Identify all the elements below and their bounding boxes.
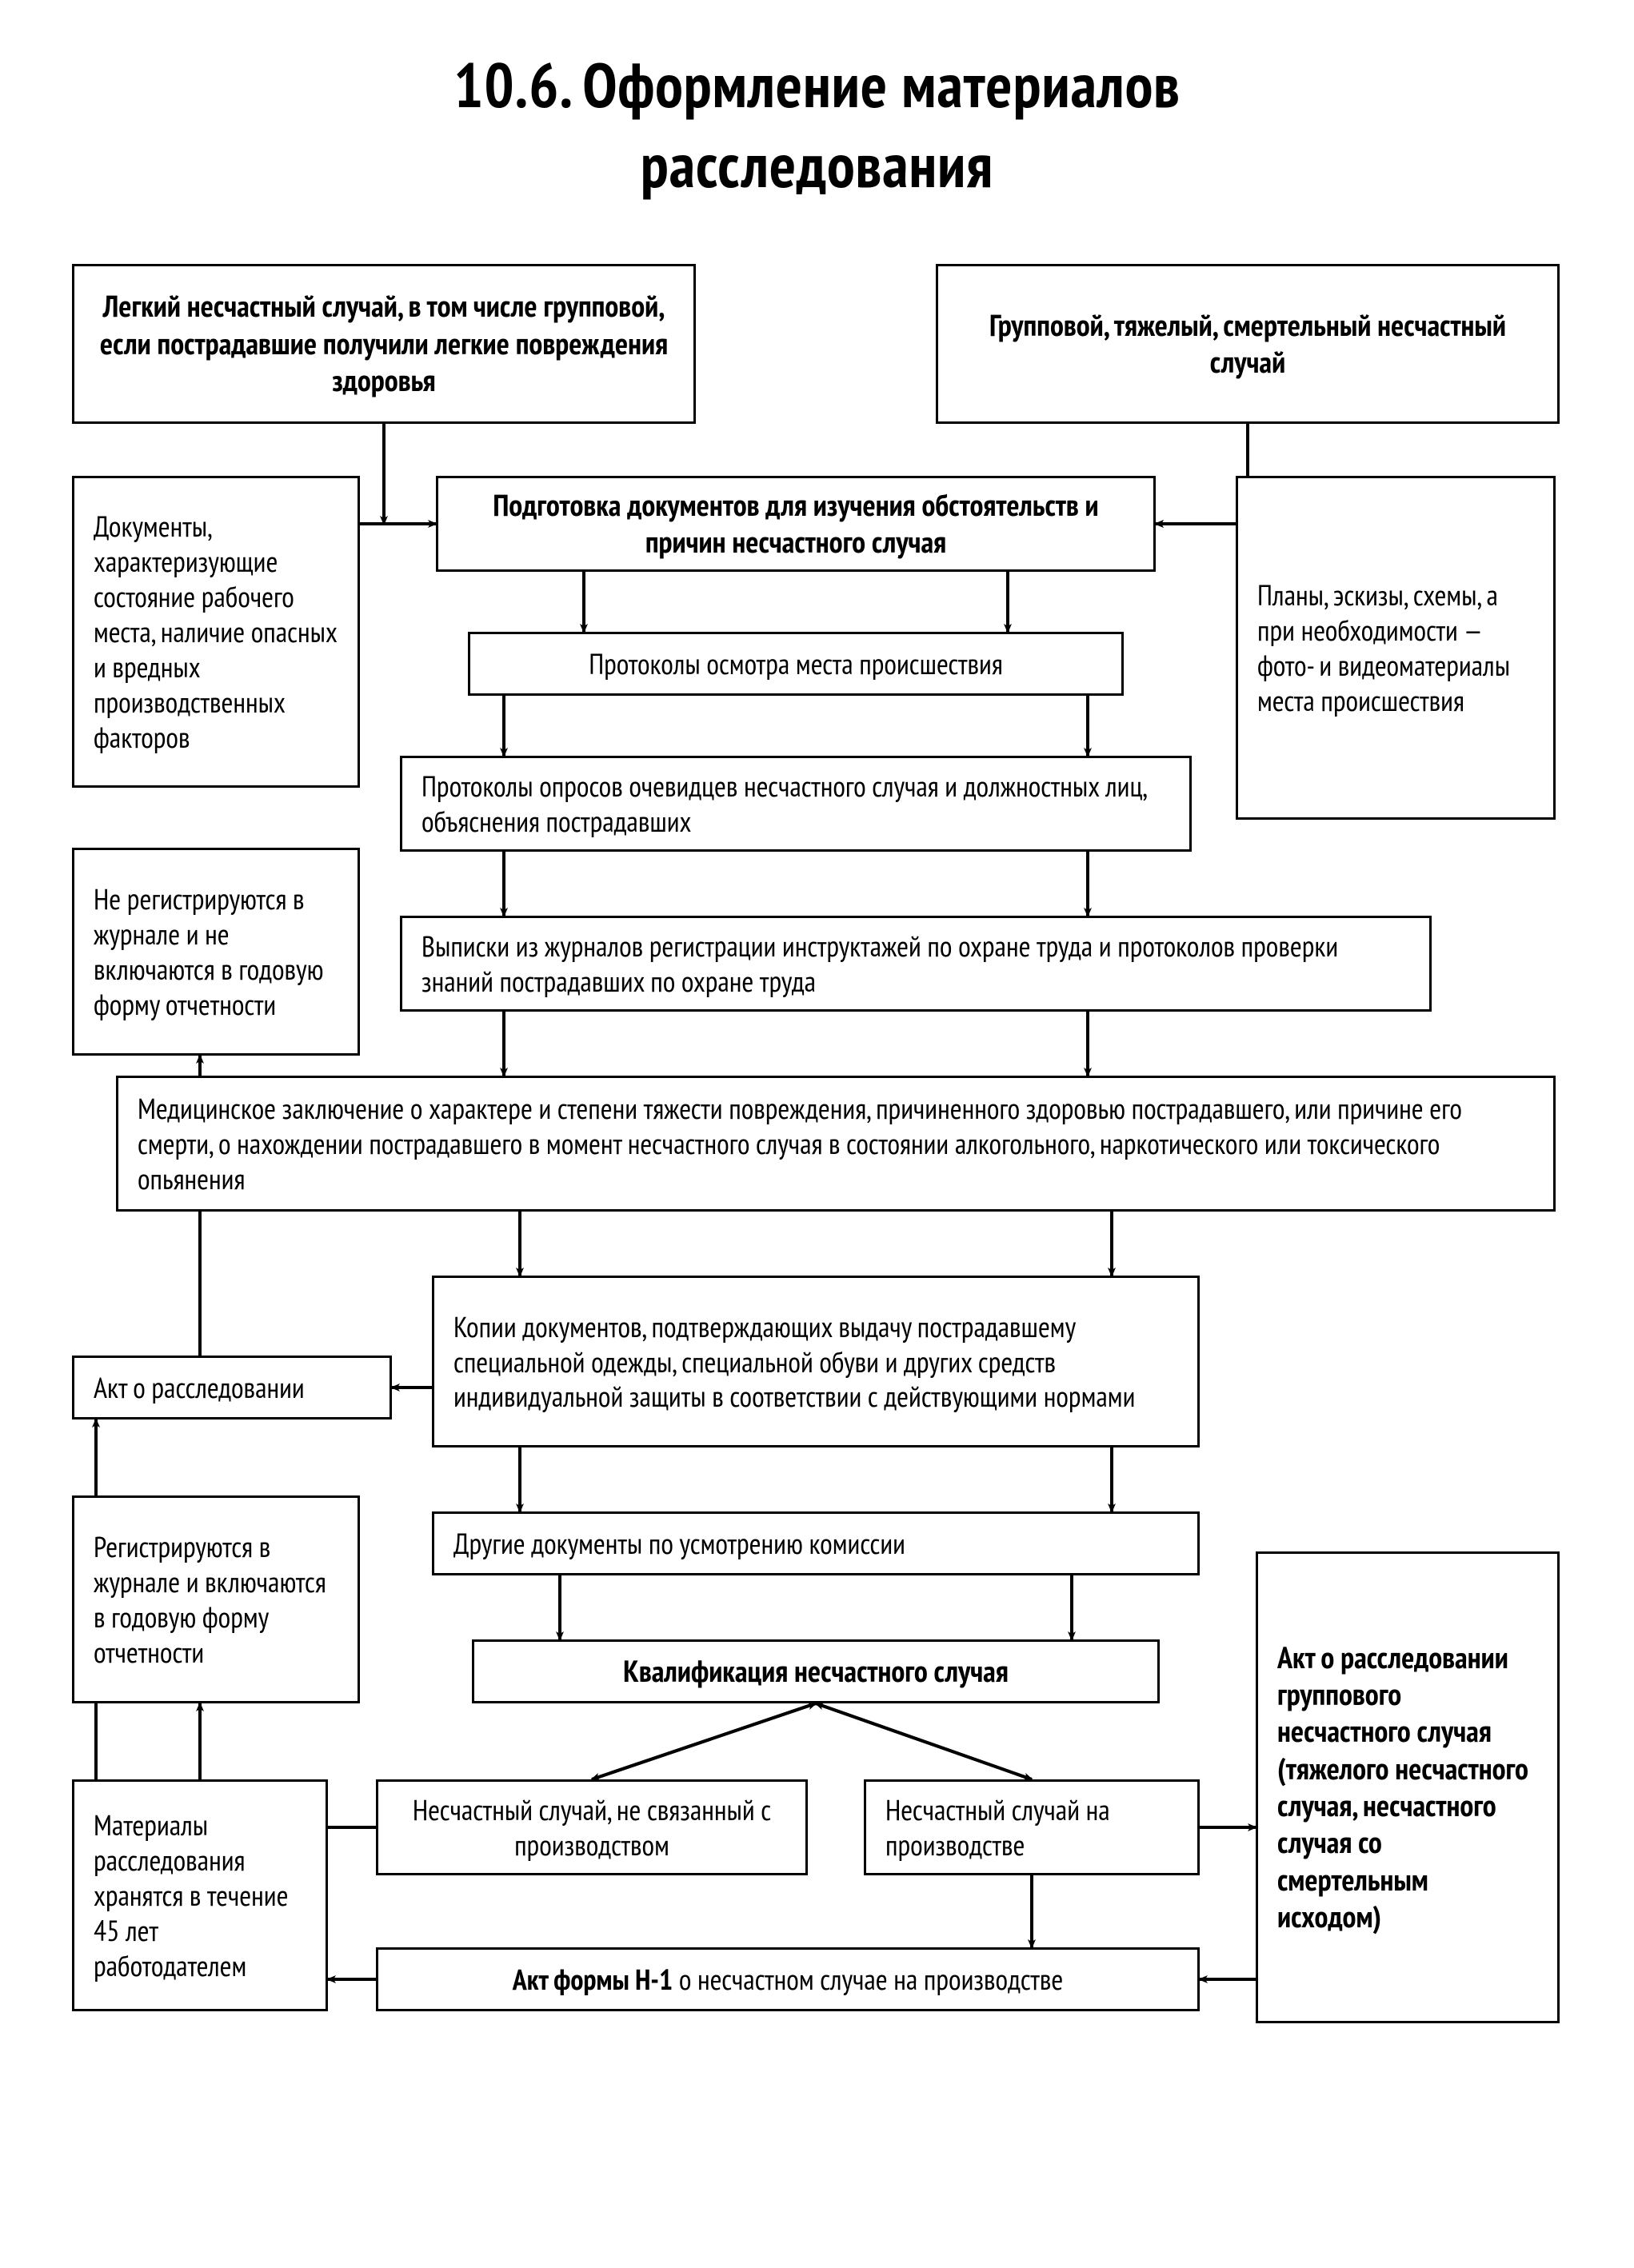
node-plans: Планы, эскизы, схемы, а при необходимост… xyxy=(1236,476,1556,820)
node-light: Легкий несчастный случай, в том числе гр… xyxy=(72,264,696,424)
node-reg: Регистрируются в журнале и включаются в … xyxy=(72,1495,360,1703)
node-prep: Подготовка документов для изучения обсто… xyxy=(436,476,1156,572)
node-heavy: Групповой, тяжелый, смертельный несчастн… xyxy=(936,264,1560,424)
node-medical: Медицинское заключение о характере и сте… xyxy=(116,1076,1556,1212)
edge xyxy=(592,1703,816,1779)
page-title-line1: 10.6. Оформление материалов xyxy=(0,44,1634,125)
node-docs: Документы, характеризующие состояние раб… xyxy=(72,476,360,788)
node-copies: Копии документов, подтверждающих выдачу … xyxy=(432,1276,1200,1447)
node-store: Материалы расследования хранятся в течен… xyxy=(72,1779,328,2011)
node-bigakt: Акт о расследовании группового несчастно… xyxy=(1256,1551,1560,2023)
node-notprod: Несчастный случай, не связанный с произв… xyxy=(376,1779,808,1875)
edge xyxy=(816,1703,1032,1779)
node-qual: Квалификация несчастного случая xyxy=(472,1639,1160,1703)
node-others: Другие документы по усмотрению комиссии xyxy=(432,1511,1200,1575)
node-proto1: Протоколы осмотра места происшествия xyxy=(468,632,1124,696)
node-noreg: Не регистрируются в журнале и не включаю… xyxy=(72,848,360,1056)
node-proto2: Протоколы опросов очевидцев несчастного … xyxy=(400,756,1192,852)
node-journals: Выписки из журналов регистрации инструкт… xyxy=(400,916,1432,1012)
node-aktinv: Акт о расследовании xyxy=(72,1356,392,1419)
node-prod: Несчастный случай на производстве xyxy=(864,1779,1200,1875)
flowchart-canvas: 10.6. Оформление материалов расследовани… xyxy=(0,0,1634,2268)
edge xyxy=(816,1703,1032,1779)
node-h1: Акт формы Н-1 о несчастном случае на про… xyxy=(376,1947,1200,2011)
edge xyxy=(592,1703,816,1779)
page-title-line2: расследования xyxy=(0,124,1634,205)
